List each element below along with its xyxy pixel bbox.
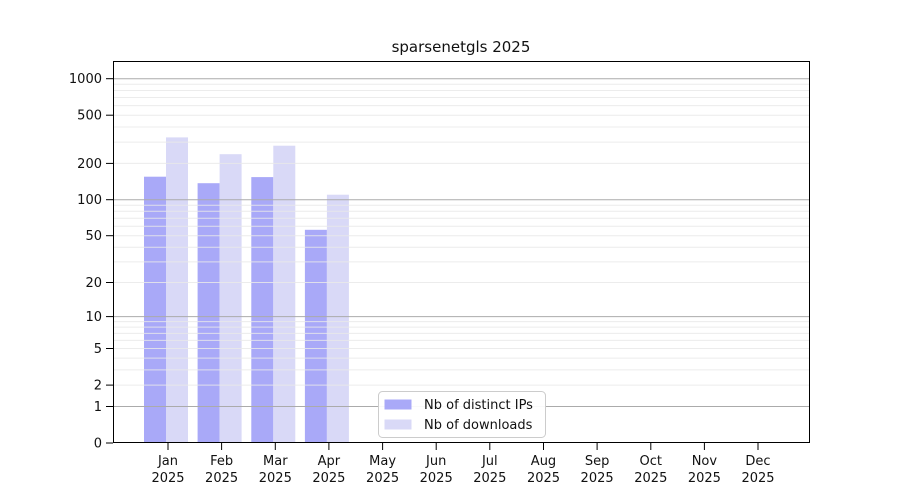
bar-nb-of-distinct-ips-mar (251, 177, 274, 443)
x-tick-label: Nov 2025 (688, 454, 721, 486)
x-tick-label: Apr 2025 (312, 454, 345, 486)
x-tick-label: Jan 2025 (151, 454, 184, 486)
x-tick-label: Jun 2025 (420, 454, 453, 486)
y-tick-label: 500 (77, 109, 102, 124)
bar-nb-of-distinct-ips-apr (304, 229, 327, 443)
x-tick-label: Dec 2025 (741, 454, 774, 486)
legend-swatch-distinct-ips (384, 399, 412, 410)
legend: Nb of distinct IPs Nb of downloads (378, 391, 546, 438)
legend-label-downloads: Nb of downloads (424, 418, 533, 433)
x-tick-label: Sep 2025 (581, 454, 614, 486)
bar-nb-of-downloads-jan (166, 137, 188, 443)
bars-layer (144, 137, 349, 443)
x-tick-label: May 2025 (366, 454, 399, 486)
axes-layer: 0 1 2 5 10 20 50 100 200 500 1000 Jan 2025 Feb 2025 Mar… (69, 61, 810, 486)
bar-nb-of-downloads-apr (326, 194, 349, 443)
x-tick-label: Jul 2025 (473, 454, 506, 486)
bar-nb-of-distinct-ips-feb (197, 183, 220, 443)
grid-layer (113, 78, 810, 407)
bar-nb-of-downloads-mar (273, 145, 296, 443)
x-tick-label: Feb 2025 (205, 454, 238, 486)
chart-title: sparsenetgls 2025 (392, 38, 531, 56)
bar-nb-of-downloads-feb (219, 154, 242, 443)
y-tick-label: 5 (94, 342, 102, 357)
y-tick-label: 0 (94, 437, 102, 452)
bar-nb-of-distinct-ips-jan (144, 176, 166, 443)
legend-swatch-downloads (384, 419, 412, 430)
y-tick-label: 1000 (69, 72, 102, 87)
y-tick-label: 1 (94, 400, 102, 415)
x-tick-label: Aug 2025 (527, 454, 560, 486)
y-tick-label: 50 (85, 229, 102, 244)
legend-box (378, 391, 546, 438)
y-tick-label: 2 (94, 379, 102, 394)
x-tick-label: Oct 2025 (634, 454, 667, 486)
plot-border (113, 61, 810, 443)
y-tick-label: 20 (85, 276, 102, 291)
x-tick-label: Mar 2025 (259, 454, 292, 486)
y-tick-label: 100 (77, 193, 102, 208)
y-tick-label: 200 (77, 157, 102, 172)
legend-label-distinct-ips: Nb of distinct IPs (424, 398, 533, 413)
y-tick-label: 10 (85, 310, 102, 325)
